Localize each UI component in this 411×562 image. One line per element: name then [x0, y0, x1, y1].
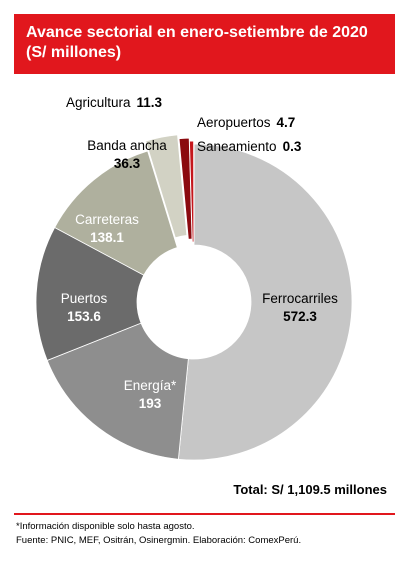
slice-labels: Ferrocarriles 572.3 Energía* 193 Puertos 153.…: [61, 95, 338, 411]
slice-name-carreteras: Carreteras: [75, 212, 139, 227]
slice-value-banda-ancha: 36.3: [114, 156, 141, 171]
slice-label-puertos: Puertos 153.6: [61, 291, 108, 324]
slice-value-aeropuertos: 4.7: [277, 115, 296, 130]
slice-name-energia: Energía*: [124, 378, 177, 393]
donut-slices: [35, 134, 353, 461]
footnote: *Información disponible solo hasta agost…: [16, 521, 195, 532]
slice-carreteras: [54, 150, 178, 276]
donut-chart: Ferrocarriles 572.3 Energía* 193 Puertos 153.…: [35, 95, 353, 461]
slice-label-ferrocarriles: Ferrocarriles 572.3: [262, 291, 338, 324]
slice-value-agricultura: 11.3: [137, 95, 163, 110]
chart-title: Avance sectorial en enero-setiembre de 2…: [26, 24, 368, 41]
slice-name-puertos: Puertos: [61, 291, 108, 306]
slice-name-agricultura: Agricultura: [66, 95, 131, 110]
slice-name-ferrocarriles: Ferrocarriles: [262, 291, 338, 306]
slice-label-banda-ancha: Banda ancha 36.3: [87, 138, 167, 171]
slice-label-saneamiento: Saneamiento 0.3: [197, 139, 302, 154]
slice-value-ferrocarriles: 572.3: [283, 309, 317, 324]
slice-label-energia: Energía* 193: [124, 378, 177, 411]
slice-banda-ancha: [145, 134, 188, 239]
chart-title-banner: Avance sectorial en enero-setiembre de 2…: [14, 14, 395, 74]
footer-notes: *Información disponible solo hasta agost…: [16, 520, 301, 548]
slice-value-energia: 193: [139, 396, 162, 411]
slice-label-aeropuertos: Aeropuertos 4.7: [197, 115, 295, 130]
chart-subtitle: (S/ millones): [26, 44, 122, 61]
slice-label-carreteras: Carreteras 138.1: [75, 212, 139, 245]
slice-value-puertos: 153.6: [67, 309, 101, 324]
footer-divider: [14, 513, 395, 515]
total-label: Total: S/ 1,109.5 millones: [233, 482, 387, 497]
source-note: Fuente: PNIC, MEF, Ositrán, Osinergmin. …: [16, 535, 302, 546]
slice-name-saneamiento: Saneamiento: [197, 139, 277, 154]
slice-label-agricultura: Agricultura 11.3: [66, 95, 163, 110]
slice-value-saneamiento: 0.3: [283, 139, 302, 154]
slice-name-banda-ancha: Banda ancha: [87, 138, 167, 153]
slice-energia: [46, 322, 189, 460]
slice-name-aeropuertos: Aeropuertos: [197, 115, 271, 130]
slice-ferrocarriles: [177, 143, 353, 461]
slice-value-carreteras: 138.1: [90, 230, 124, 245]
